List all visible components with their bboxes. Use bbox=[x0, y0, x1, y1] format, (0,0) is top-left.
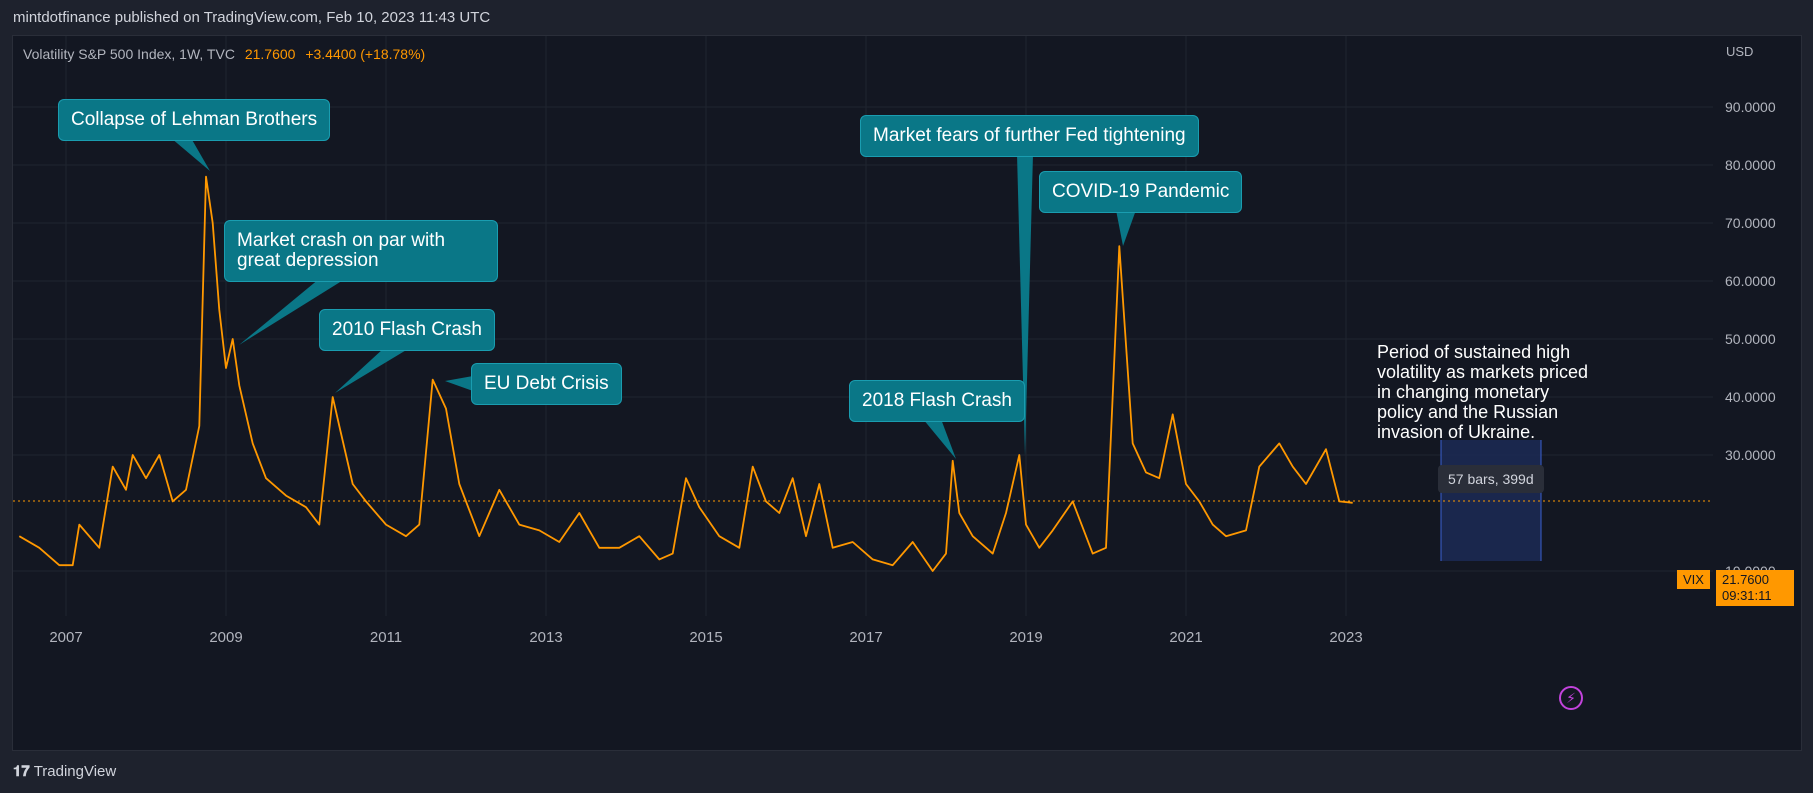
callout-crash-line1: Market crash on par with bbox=[237, 230, 446, 251]
measure-range bbox=[1440, 440, 1542, 561]
time-axis-label: 2009 bbox=[209, 629, 242, 646]
time-axis-label: 2007 bbox=[49, 629, 82, 646]
callout-fed[interactable]: Market fears of further Fed tightening bbox=[860, 115, 1199, 157]
publish-info: mintdotfinance published on TradingView.… bbox=[13, 9, 491, 26]
price-axis-label: 80.0000 bbox=[1725, 157, 1776, 173]
callout-lehman[interactable]: Collapse of Lehman Brothers bbox=[58, 99, 331, 141]
callout-flash-2010[interactable]: 2010 Flash Crash bbox=[319, 309, 495, 351]
callout-covid-text: COVID-19 Pandemic bbox=[1052, 181, 1230, 202]
pointer-fed bbox=[1017, 154, 1033, 456]
callout-flash-2018[interactable]: 2018 Flash Crash bbox=[849, 380, 1025, 422]
last-price-value: 21.7600 bbox=[1722, 572, 1769, 587]
price-axis-label: 70.0000 bbox=[1725, 215, 1776, 231]
tradingview-logo[interactable]: 𝟏𝟕 TradingView bbox=[13, 763, 116, 780]
legend-change: +3.4400 (+18.78%) bbox=[305, 46, 426, 62]
callout-flash-2018-text: 2018 Flash Crash bbox=[862, 390, 1012, 411]
callout-market-crash[interactable]: Market crash on par with great depressio… bbox=[224, 220, 498, 282]
vix-series bbox=[18, 175, 1353, 572]
note-line: invasion of Ukraine. bbox=[1377, 422, 1536, 442]
time-axis-labels: 2007 2009 2011 2013 2015 2017 2019 2021 2023 bbox=[49, 629, 1362, 646]
time-axis-label: 2023 bbox=[1329, 629, 1362, 646]
tv-mark-icon: 𝟏𝟕 bbox=[13, 763, 30, 780]
callout-fed-text: Market fears of further Fed tightening bbox=[873, 125, 1186, 146]
callout-eu-debt[interactable]: EU Debt Crisis bbox=[471, 363, 622, 405]
price-axis-label: 40.0000 bbox=[1725, 389, 1776, 405]
legend-last-value: 21.7600 bbox=[244, 46, 296, 62]
callout-flash-2010-text: 2010 Flash Crash bbox=[332, 319, 482, 340]
time-axis-label: 2017 bbox=[849, 629, 882, 646]
period-note[interactable]: Period of sustained high volatility as m… bbox=[1377, 342, 1647, 442]
note-line: volatility as markets priced bbox=[1377, 362, 1589, 382]
lightning-icon[interactable]: ⚡ bbox=[1559, 686, 1583, 710]
bar-countdown: 09:31:11 bbox=[1722, 588, 1772, 603]
time-axis-label: 2015 bbox=[689, 629, 722, 646]
vix-line bbox=[18, 175, 1353, 572]
pointer-covid bbox=[1116, 210, 1136, 246]
price-axis-label: 60.0000 bbox=[1725, 273, 1776, 289]
price-axis-label: 30.0000 bbox=[1725, 447, 1776, 463]
pointer-market-crash bbox=[239, 274, 353, 345]
time-axis-label: 2011 bbox=[370, 629, 402, 646]
symbol-price-tag: VIX bbox=[1677, 570, 1710, 589]
pointer-flash-2018 bbox=[923, 419, 956, 459]
pointer-lehman bbox=[171, 138, 210, 171]
chart-legend: Volatility S&P 500 Index, 1W, TVC 21.760… bbox=[23, 46, 425, 62]
time-axis-label: 2019 bbox=[1009, 629, 1042, 646]
callout-covid[interactable]: COVID-19 Pandemic bbox=[1039, 171, 1243, 213]
currency-label[interactable]: USD bbox=[1726, 44, 1754, 59]
tv-logo-text: TradingView bbox=[33, 763, 117, 780]
callout-crash-line2: great depression bbox=[237, 250, 379, 271]
price-axis-labels: 90.0000 80.0000 70.0000 60.0000 50.0000 40.00… bbox=[1725, 99, 1776, 579]
pointer-eu-debt bbox=[445, 376, 473, 391]
time-axis-label: 2013 bbox=[529, 629, 562, 646]
last-price-tag: 21.7600 09:31:11 bbox=[1716, 570, 1794, 606]
measure-tooltip: 57 bars, 399d bbox=[1438, 465, 1544, 493]
legend-symbol: Volatility S&P 500 Index, 1W, TVC bbox=[23, 46, 235, 62]
price-axis-label: 90.0000 bbox=[1725, 99, 1776, 115]
pointer-flash-2010 bbox=[335, 349, 408, 393]
callout-lehman-text: Collapse of Lehman Brothers bbox=[71, 109, 318, 130]
time-axis-label: 2021 bbox=[1169, 629, 1202, 646]
price-axis-label: 50.0000 bbox=[1725, 331, 1776, 347]
callout-eu-debt-text: EU Debt Crisis bbox=[484, 373, 609, 394]
note-line: Period of sustained high bbox=[1377, 342, 1571, 362]
chart-frame[interactable]: 90.0000 80.0000 70.0000 60.0000 50.0000 40.00… bbox=[12, 35, 1802, 751]
note-line: policy and the Russian bbox=[1377, 402, 1559, 422]
callout-pointers bbox=[171, 138, 1136, 459]
measure-box bbox=[1441, 440, 1541, 561]
note-line: in changing monetary bbox=[1377, 382, 1550, 402]
chart-svg[interactable]: 90.0000 80.0000 70.0000 60.0000 50.0000 40.00… bbox=[13, 36, 1801, 750]
